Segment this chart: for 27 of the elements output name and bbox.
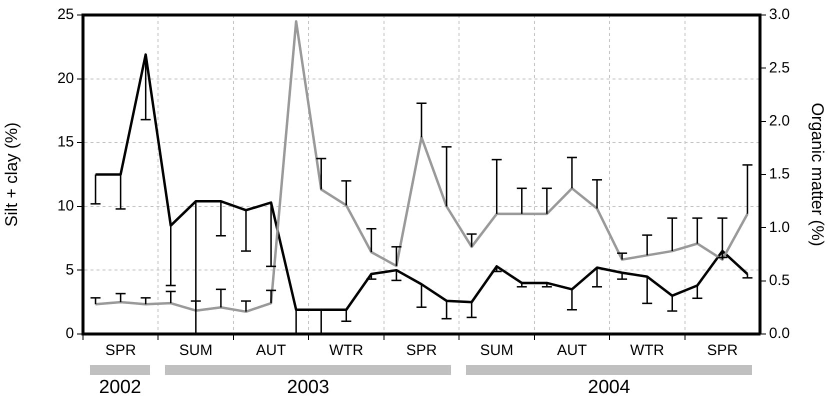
y-tick-label: 25: [57, 6, 74, 24]
y2-tick-label: 1.5: [769, 166, 790, 183]
y2-tick-label: 0.0: [769, 325, 790, 342]
y2-tick-label: 2.0: [769, 112, 790, 130]
y-axis-title: Silt + clay (%): [2, 122, 21, 227]
y-tick-label: 15: [57, 134, 74, 151]
x-tick-label: SPR: [706, 342, 738, 360]
y-tick-label: 5: [66, 261, 74, 278]
text: 2002: [98, 377, 142, 399]
y2-tick-label: 3.0: [769, 6, 790, 24]
x-tick-label: SUM: [179, 342, 213, 360]
text: 2004: [586, 377, 632, 399]
y-tick-label: 20: [57, 70, 74, 87]
y2-tick-label: 2.5: [769, 59, 790, 76]
x-tick-label: WTR: [329, 342, 364, 360]
x-tick-label: SPR: [105, 342, 136, 360]
text: 2003: [286, 377, 330, 399]
y-tick-label: 0: [66, 325, 74, 342]
x-tick-label: SPR: [406, 342, 438, 360]
y2-axis-title: Organic matter (%): [808, 102, 828, 246]
x-tick-label: AUT: [556, 342, 587, 360]
y2-tick-label: 0.5: [769, 272, 790, 289]
x-tick-label: AUT: [256, 342, 286, 360]
y-tick-label: 10: [57, 198, 74, 215]
y2-tick-label: 1.0: [769, 218, 790, 236]
x-tick-label: SUM: [480, 342, 514, 360]
x-tick-label: WTR: [630, 342, 664, 360]
